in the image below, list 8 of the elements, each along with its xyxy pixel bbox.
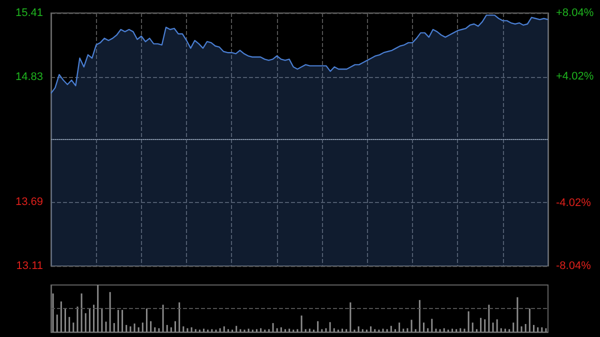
y-tick-label: 13.69: [15, 196, 43, 208]
y-tick-label: 13.11: [16, 260, 43, 272]
y2-tick-label: +4.02%: [556, 70, 594, 82]
y-tick-label: 14.83: [15, 70, 43, 83]
y2-tick-label: -4.02%: [556, 196, 592, 209]
y-tick-label: 15.41: [15, 7, 43, 19]
y2-tick-label: -8.04%: [556, 260, 592, 272]
y2-tick-label: +8.04%: [556, 7, 594, 19]
